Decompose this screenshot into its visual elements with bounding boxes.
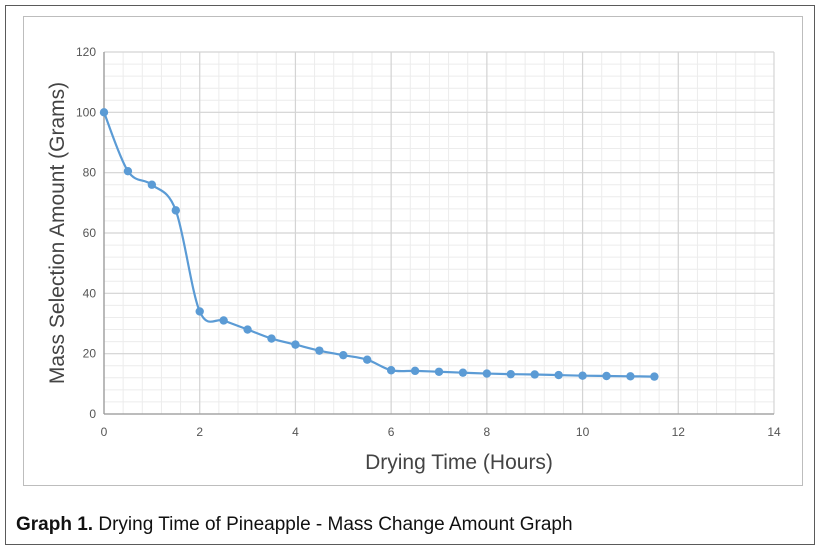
x-tick-label: 10 (576, 425, 590, 439)
y-tick-label: 120 (76, 45, 96, 59)
data-point (434, 367, 444, 376)
x-tick-label: 14 (767, 425, 781, 439)
data-point (530, 370, 539, 379)
x-tick-label: 0 (101, 425, 108, 439)
y-tick-label: 100 (76, 105, 96, 119)
y-axis-title: Mass Selection Amount (Grams) (46, 82, 69, 384)
y-tick-labels: 0 20 40 60 80 100 120 (76, 45, 96, 421)
x-tick-label: 2 (196, 425, 203, 439)
data-point (315, 346, 324, 355)
data-point (243, 325, 252, 334)
x-axis-title: Drying Time (Hours) (365, 451, 553, 474)
data-point (554, 370, 563, 380)
data-point (339, 350, 348, 360)
data-points (99, 108, 659, 381)
x-tick-label: 6 (388, 425, 395, 439)
data-point (626, 372, 635, 381)
data-point (195, 307, 204, 316)
caption-text: Drying Time of Pineapple - Mass Change A… (98, 514, 573, 535)
data-point (602, 371, 611, 381)
data-point (147, 180, 157, 189)
y-tick-label: 40 (83, 286, 97, 300)
line-chart: 0 2 4 6 8 10 12 14 0 20 40 60 80 100 120 Drying Time … (46, 45, 781, 474)
x-tick-label: 4 (292, 425, 299, 439)
y-tick-label: 20 (83, 347, 97, 361)
x-tick-label: 8 (484, 425, 491, 439)
data-point (291, 340, 300, 349)
x-tick-labels: 0 2 4 6 8 10 12 14 (101, 425, 781, 439)
data-point (267, 334, 276, 343)
y-tick-label: 80 (83, 166, 97, 180)
data-point (410, 366, 420, 376)
caption-label: Graph 1. (16, 514, 94, 535)
data-point (123, 166, 133, 176)
data-point (482, 369, 492, 378)
series-line-group (102, 111, 655, 378)
data-point (99, 108, 109, 117)
y-tick-label: 0 (89, 407, 96, 421)
chart-area: 0 2 4 6 8 10 12 14 0 20 40 60 80 100 120 Drying Time … (23, 16, 803, 486)
data-point (650, 372, 659, 381)
data-point (363, 355, 372, 364)
data-point (219, 316, 228, 325)
data-point (171, 206, 180, 215)
figure-frame: 0 2 4 6 8 10 12 14 0 20 40 60 80 100 120 Drying Time … (5, 5, 815, 545)
x-tick-label: 12 (672, 425, 686, 439)
series-line (102, 111, 655, 378)
major-gridlines (103, 51, 775, 415)
data-point (506, 369, 515, 379)
figure-caption: Graph 1. Drying Time of Pineapple - Mass… (16, 514, 573, 536)
data-point (386, 366, 396, 375)
data-point (578, 371, 587, 380)
y-tick-label: 60 (83, 226, 97, 240)
data-point (458, 368, 468, 377)
